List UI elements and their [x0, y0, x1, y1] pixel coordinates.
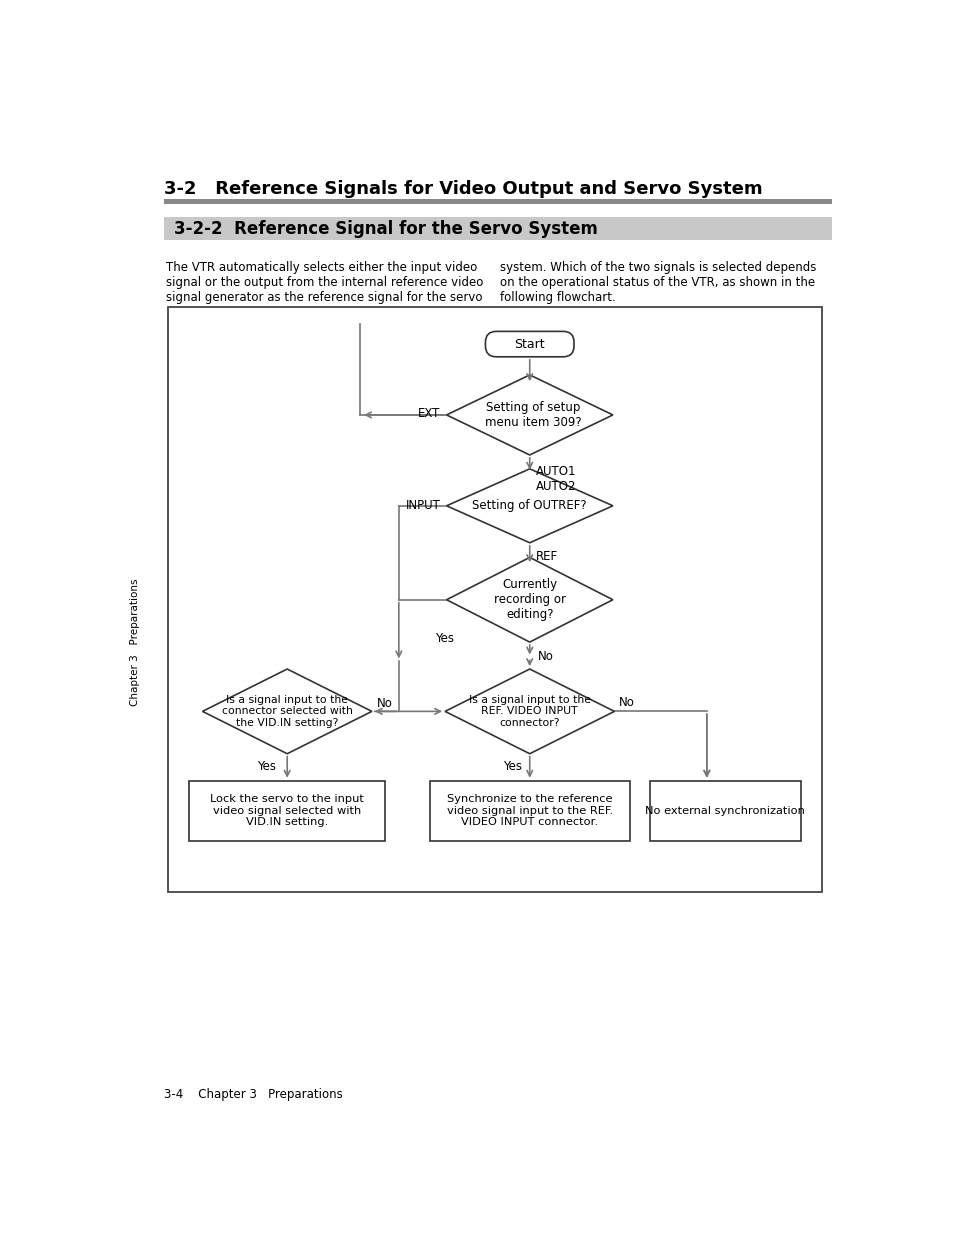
- Text: Yes: Yes: [256, 760, 275, 773]
- Text: AUTO1
AUTO2: AUTO1 AUTO2: [536, 465, 576, 493]
- Text: Synchronize to the reference
video signal input to the REF.
VIDEO INPUT connecto: Synchronize to the reference video signa…: [446, 794, 612, 827]
- Text: INPUT: INPUT: [405, 499, 440, 513]
- Polygon shape: [202, 669, 372, 754]
- Text: Yes: Yes: [502, 760, 521, 773]
- Text: Setting of setup
menu item 309?: Setting of setup menu item 309?: [485, 401, 581, 429]
- Bar: [429, 781, 629, 841]
- Polygon shape: [446, 557, 612, 642]
- Bar: [164, 216, 831, 240]
- Text: EXT: EXT: [417, 407, 440, 420]
- Text: Yes: Yes: [435, 632, 454, 644]
- Text: 3-4    Chapter 3   Preparations: 3-4 Chapter 3 Preparations: [164, 1088, 342, 1101]
- Text: No: No: [618, 695, 635, 709]
- Text: No external synchronization: No external synchronization: [644, 806, 804, 816]
- Text: system. Which of the two signals is selected depends
on the operational status o: system. Which of the two signals is sele…: [500, 261, 816, 304]
- Bar: [164, 199, 831, 204]
- Text: Chapter 3   Preparations: Chapter 3 Preparations: [130, 578, 139, 705]
- Polygon shape: [446, 469, 612, 542]
- Text: Is a signal input to the
REF. VIDEO INPUT
connector?: Is a signal input to the REF. VIDEO INPU…: [468, 695, 590, 728]
- Polygon shape: [446, 374, 612, 455]
- Text: Start: Start: [514, 337, 544, 351]
- Text: Is a signal input to the
connector selected with
the VID.IN setting?: Is a signal input to the connector selec…: [221, 695, 353, 728]
- Text: Currently
recording or
editing?: Currently recording or editing?: [494, 578, 565, 621]
- Bar: [190, 781, 385, 841]
- Text: The VTR automatically selects either the input video
signal or the output from t: The VTR automatically selects either the…: [166, 261, 482, 304]
- Bar: [649, 781, 800, 841]
- Bar: [168, 307, 821, 892]
- Text: Setting of OUTREF?: Setting of OUTREF?: [472, 499, 586, 513]
- Text: No: No: [537, 649, 553, 663]
- Polygon shape: [444, 669, 614, 754]
- Text: No: No: [376, 697, 392, 710]
- Text: Lock the servo to the input
video signal selected with
VID.IN setting.: Lock the servo to the input video signal…: [210, 794, 364, 827]
- Text: REF: REF: [536, 550, 558, 564]
- Text: 3-2   Reference Signals for Video Output and Servo System: 3-2 Reference Signals for Video Output a…: [164, 180, 761, 198]
- FancyBboxPatch shape: [485, 331, 574, 357]
- Text: 3-2-2  Reference Signal for the Servo System: 3-2-2 Reference Signal for the Servo Sys…: [173, 220, 598, 238]
